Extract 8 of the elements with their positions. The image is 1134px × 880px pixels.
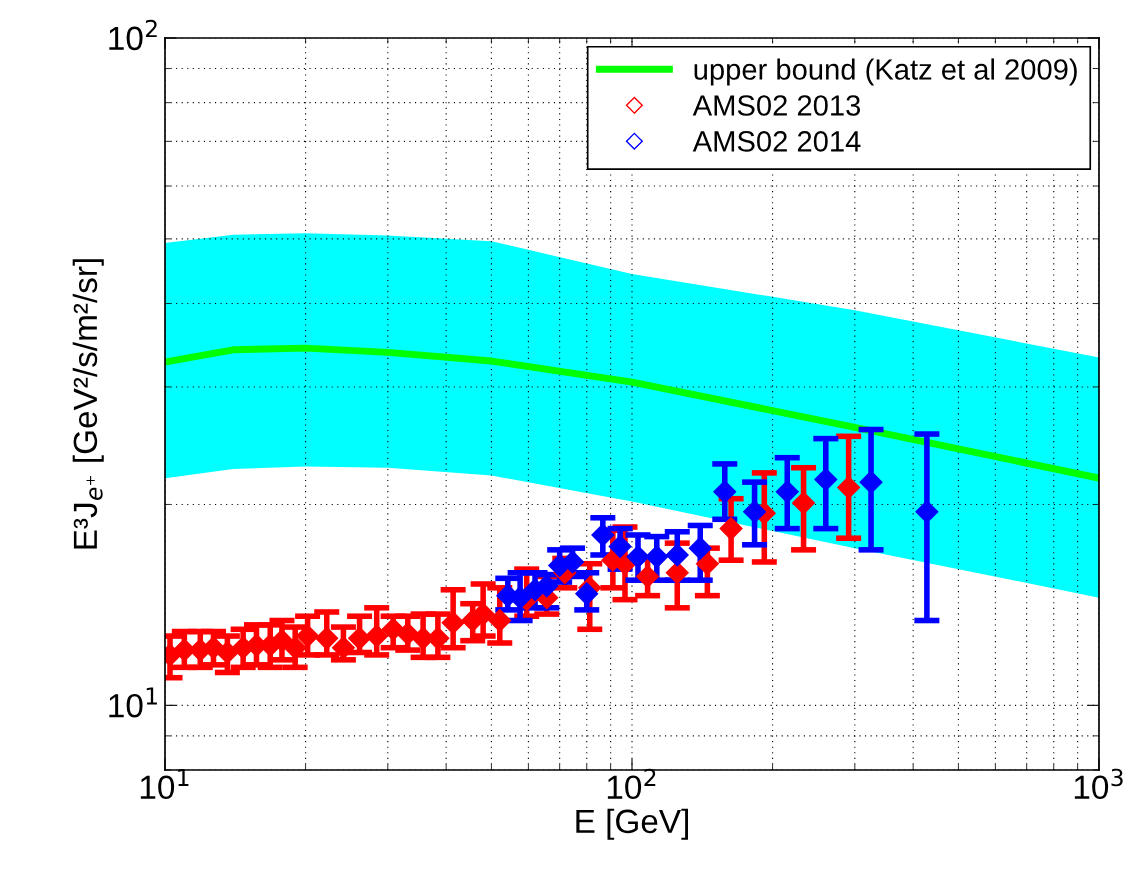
y-axis-title: E³J$_{e⁺}$ [GeV²/s/m²/sr] <box>72 259 104 549</box>
legend-label: upper bound (Katz et al 2009) <box>694 58 1077 86</box>
legend-label: AMS02 2014 <box>692 131 861 152</box>
x-tick-label: 10$^{1}$ <box>140 769 189 800</box>
legend-label: AMS02 2013 <box>692 95 861 116</box>
x-axis-title: E [GeV] <box>576 808 688 840</box>
x-tick-label: 10$^{2}$ <box>607 768 656 800</box>
x-tick-label: 10$^{3}$ <box>1074 768 1123 800</box>
